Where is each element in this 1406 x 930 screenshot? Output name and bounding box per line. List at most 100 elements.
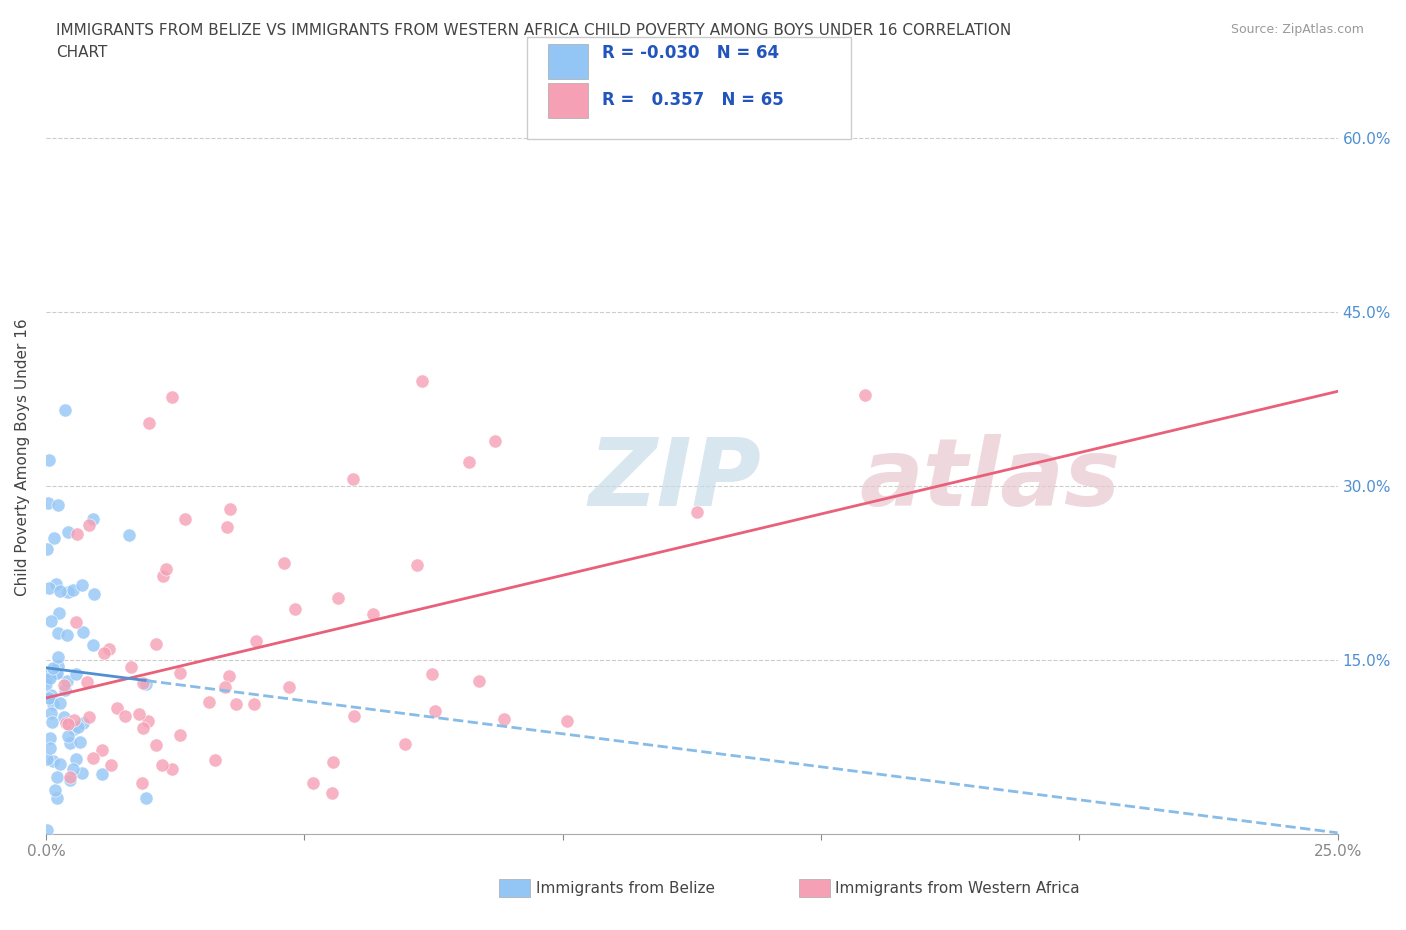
Point bbox=[198, 695, 221, 710]
Point bbox=[132, 676, 155, 691]
Point bbox=[120, 659, 142, 674]
Point bbox=[56, 716, 79, 731]
Point bbox=[225, 697, 247, 711]
Point bbox=[93, 645, 115, 660]
Point bbox=[69, 734, 91, 749]
Point bbox=[52, 710, 75, 724]
Point bbox=[457, 455, 479, 470]
Point bbox=[361, 606, 384, 621]
Point bbox=[90, 743, 112, 758]
Point bbox=[150, 758, 173, 773]
Point bbox=[38, 690, 60, 705]
Point bbox=[107, 700, 129, 715]
Point bbox=[90, 767, 112, 782]
Point bbox=[169, 665, 191, 680]
Point bbox=[70, 765, 93, 780]
Point bbox=[46, 498, 69, 512]
Point bbox=[72, 716, 94, 731]
Point bbox=[79, 518, 101, 533]
Point bbox=[394, 737, 416, 751]
Point bbox=[277, 679, 299, 694]
Point bbox=[37, 672, 59, 687]
Point bbox=[49, 584, 72, 599]
Point bbox=[59, 736, 82, 751]
Point bbox=[97, 642, 120, 657]
Point bbox=[423, 703, 446, 718]
Point bbox=[38, 452, 60, 467]
Point bbox=[155, 562, 177, 577]
Point bbox=[53, 403, 76, 418]
Point bbox=[38, 580, 60, 595]
Point bbox=[55, 628, 77, 643]
Point bbox=[46, 650, 69, 665]
Point bbox=[160, 389, 183, 404]
Point bbox=[100, 757, 122, 772]
Point bbox=[174, 512, 197, 527]
Point bbox=[41, 715, 63, 730]
Point bbox=[48, 605, 70, 620]
Point bbox=[49, 696, 72, 711]
Point bbox=[484, 433, 506, 448]
Text: atlas: atlas bbox=[859, 433, 1121, 525]
Point bbox=[48, 756, 70, 771]
Point bbox=[128, 707, 150, 722]
Point bbox=[283, 601, 305, 616]
Point bbox=[76, 674, 98, 689]
Y-axis label: Child Poverty Among Boys Under 16: Child Poverty Among Boys Under 16 bbox=[15, 318, 30, 596]
Point bbox=[45, 790, 67, 805]
Point bbox=[135, 790, 157, 805]
Point bbox=[39, 730, 62, 745]
Point bbox=[35, 542, 58, 557]
Text: CHART: CHART bbox=[56, 45, 108, 60]
Point bbox=[131, 776, 153, 790]
Point bbox=[65, 667, 87, 682]
Point bbox=[420, 667, 443, 682]
Point bbox=[72, 624, 94, 639]
Point bbox=[686, 505, 709, 520]
Point bbox=[39, 705, 62, 720]
Text: Source: ZipAtlas.com: Source: ZipAtlas.com bbox=[1230, 23, 1364, 36]
Point bbox=[53, 683, 76, 698]
Point bbox=[555, 713, 578, 728]
Point bbox=[39, 614, 62, 629]
Point bbox=[56, 728, 79, 743]
Text: Immigrants from Belize: Immigrants from Belize bbox=[536, 881, 714, 896]
Point bbox=[406, 558, 429, 573]
Point bbox=[114, 708, 136, 723]
Point bbox=[322, 754, 344, 769]
Point bbox=[342, 472, 364, 487]
Point bbox=[35, 677, 58, 692]
Point bbox=[42, 697, 65, 711]
Point bbox=[62, 722, 84, 737]
Point bbox=[41, 688, 63, 703]
Point bbox=[65, 615, 87, 630]
Point bbox=[66, 527, 89, 542]
Point bbox=[58, 585, 80, 600]
Point bbox=[853, 388, 876, 403]
Point bbox=[45, 770, 67, 785]
Point bbox=[62, 762, 84, 777]
Point bbox=[219, 501, 242, 516]
Point bbox=[37, 496, 59, 511]
Text: IMMIGRANTS FROM BELIZE VS IMMIGRANTS FROM WESTERN AFRICA CHILD POVERTY AMONG BOY: IMMIGRANTS FROM BELIZE VS IMMIGRANTS FRO… bbox=[56, 23, 1011, 38]
Point bbox=[41, 660, 63, 675]
Point bbox=[52, 677, 75, 692]
Point bbox=[37, 823, 59, 838]
Point bbox=[160, 762, 183, 777]
Text: ZIP: ZIP bbox=[589, 433, 761, 525]
Point bbox=[245, 633, 267, 648]
Point bbox=[65, 751, 87, 766]
Point bbox=[42, 753, 65, 768]
Point bbox=[63, 713, 86, 728]
Point bbox=[42, 531, 65, 546]
Point bbox=[468, 674, 491, 689]
Point bbox=[79, 710, 101, 724]
Point bbox=[59, 770, 82, 785]
Point bbox=[204, 752, 226, 767]
Point bbox=[59, 773, 82, 788]
Point bbox=[55, 715, 77, 730]
Point bbox=[302, 775, 325, 790]
Point bbox=[56, 525, 79, 539]
Point bbox=[492, 711, 515, 726]
Point bbox=[135, 676, 157, 691]
